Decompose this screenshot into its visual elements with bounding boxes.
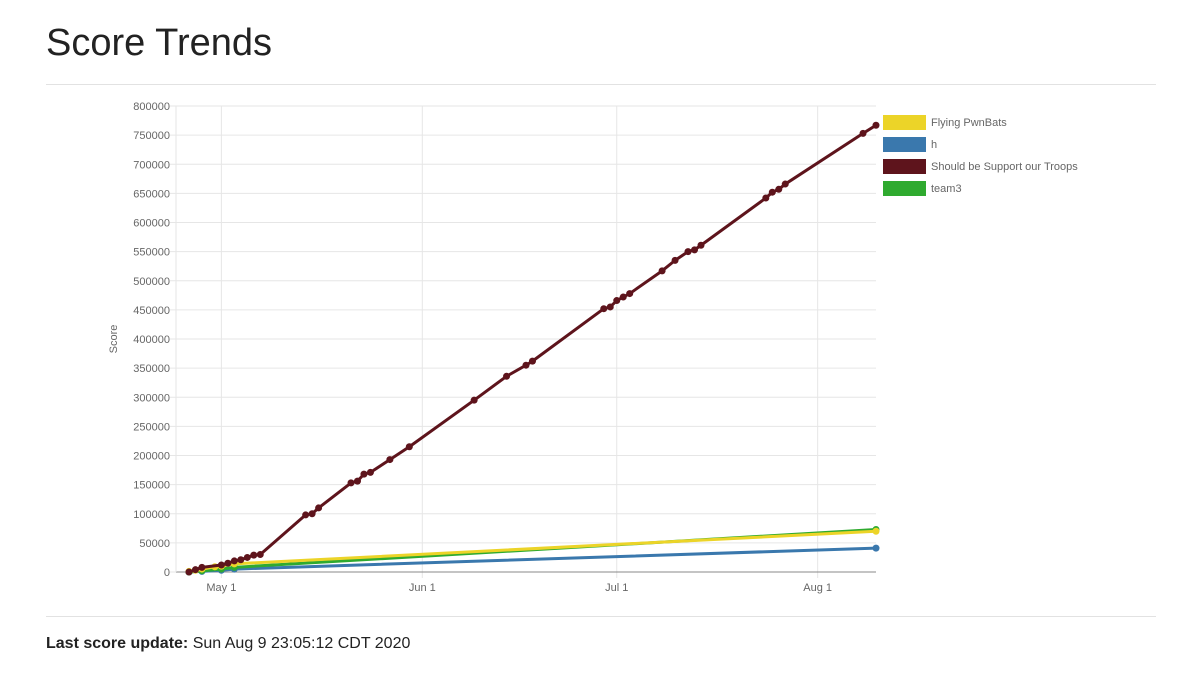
- series-point-2: [762, 194, 770, 202]
- x-tick-label: May 1: [206, 582, 236, 594]
- series-point-1: [872, 544, 880, 552]
- series-point-2: [302, 511, 310, 519]
- series-point-2: [224, 559, 232, 567]
- series-point-2: [613, 297, 621, 305]
- series-point-2: [198, 563, 206, 571]
- y-tick-label: 500000: [133, 276, 170, 288]
- y-tick-label: 800000: [133, 101, 170, 113]
- series-point-2: [619, 293, 627, 301]
- series-point-2: [230, 557, 238, 565]
- x-tick-label: Jul 1: [605, 582, 628, 594]
- y-tick-label: 200000: [133, 451, 170, 463]
- y-tick-label: 550000: [133, 247, 170, 259]
- series-point-0: [872, 527, 880, 535]
- y-tick-label: 150000: [133, 480, 170, 492]
- last-update-value: Sun Aug 9 23:05:12 CDT 2020: [192, 635, 411, 652]
- series-point-2: [522, 361, 530, 369]
- series-point-2: [658, 267, 666, 275]
- last-update-footer: Last score update: Sun Aug 9 23:05:12 CD…: [46, 635, 410, 653]
- series-point-2: [237, 556, 245, 564]
- legend-label-0: Flying PwnBats: [931, 117, 1007, 129]
- series-point-2: [308, 510, 316, 518]
- x-tick-label: Aug 1: [803, 582, 832, 594]
- footer-divider: [46, 616, 1156, 617]
- x-tick-label: Jun 1: [409, 582, 436, 594]
- legend-label-2: Should be Support our Troops: [931, 161, 1078, 173]
- series-point-2: [470, 396, 478, 404]
- score-trends-chart: 0 50000 100000 150000 200000 250000 300000 3500…: [108, 101, 1078, 594]
- series-point-2: [626, 290, 634, 298]
- y-tick-label: 0: [164, 567, 170, 579]
- series-point-2: [243, 553, 251, 561]
- y-tick-label: 650000: [133, 188, 170, 200]
- series-point-2: [697, 241, 705, 249]
- series-point-2: [503, 372, 511, 380]
- series-point-2: [250, 551, 258, 559]
- series-point-2: [366, 468, 374, 476]
- series-point-2: [872, 121, 880, 129]
- series-point-2: [859, 129, 867, 137]
- series-point-2: [775, 185, 783, 193]
- series-point-2: [691, 246, 699, 254]
- legend-label-1: h: [931, 139, 937, 151]
- series-point-2: [191, 566, 199, 574]
- last-update-label: Last score update:: [46, 635, 189, 652]
- y-tick-label: 700000: [133, 159, 170, 171]
- series-point-2: [781, 180, 789, 188]
- y-tick-label: 600000: [133, 218, 170, 230]
- y-tick-label: 450000: [133, 305, 170, 317]
- series-point-2: [600, 305, 608, 313]
- y-tick-label: 400000: [133, 334, 170, 346]
- title-divider: [46, 84, 1156, 85]
- series-point-2: [360, 470, 368, 478]
- series-point-2: [185, 568, 193, 576]
- page-title: Score Trends: [46, 22, 272, 64]
- series-point-2: [768, 188, 776, 196]
- legend-swatch-0: [883, 115, 926, 130]
- series-point-2: [606, 303, 614, 311]
- y-tick-label: 350000: [133, 363, 170, 375]
- series-point-2: [256, 551, 264, 559]
- series-point-2: [386, 456, 394, 464]
- y-tick-label: 750000: [133, 130, 170, 142]
- y-tick-label: 100000: [133, 509, 170, 521]
- series-point-2: [671, 256, 679, 264]
- series-point-2: [684, 248, 692, 256]
- series-point-2: [528, 357, 536, 365]
- y-tick-label: 300000: [133, 392, 170, 404]
- legend-swatch-2: [883, 159, 926, 174]
- series-point-2: [217, 561, 225, 569]
- legend-swatch-3: [883, 181, 926, 196]
- y-tick-label: 250000: [133, 421, 170, 433]
- series-point-2: [353, 477, 361, 485]
- y-tick-label: 50000: [139, 538, 170, 550]
- series-point-2: [315, 504, 323, 512]
- series-point-2: [405, 443, 413, 451]
- legend-label-3: team3: [931, 183, 962, 195]
- y-axis-title: Score: [108, 325, 120, 354]
- legend-swatch-1: [883, 137, 926, 152]
- series-point-2: [347, 479, 355, 487]
